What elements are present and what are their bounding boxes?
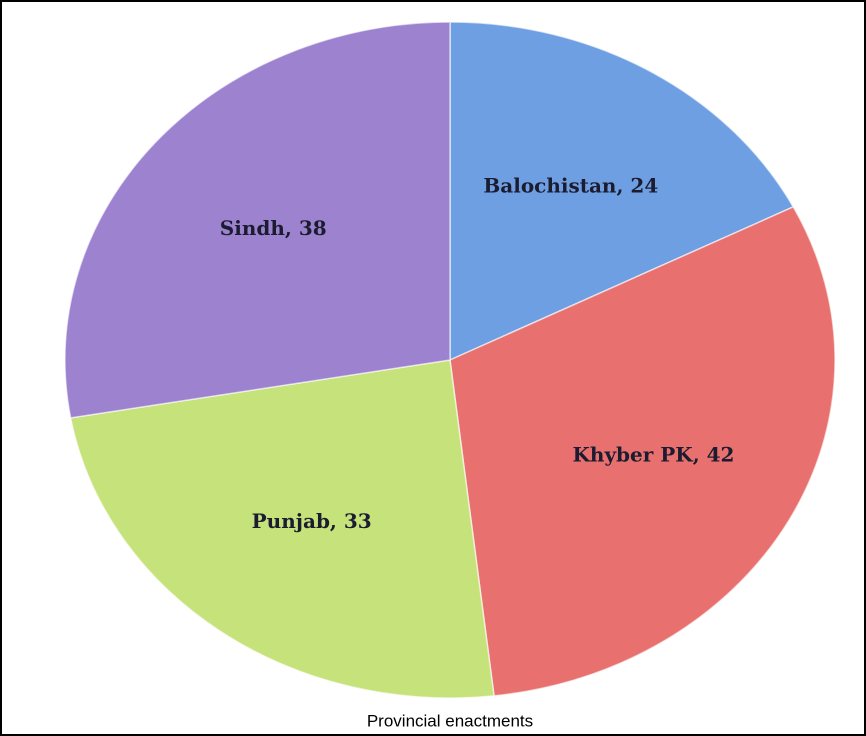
data-label: Khyber PK, 42 [573,442,735,466]
slice [69,359,495,699]
chart-title: Provincial enactments [367,711,533,730]
data-label: Sindh, 38 [220,216,327,240]
slice [64,21,451,419]
pie [64,21,836,699]
labels: Balochistan, 24 Khyber PK, 42 Punjab, 33 Si… [220,174,735,533]
slice [449,205,836,697]
data-label: Punjab, 33 [252,509,372,533]
slice [449,21,795,362]
data-label: Balochistan, 24 [483,174,658,198]
